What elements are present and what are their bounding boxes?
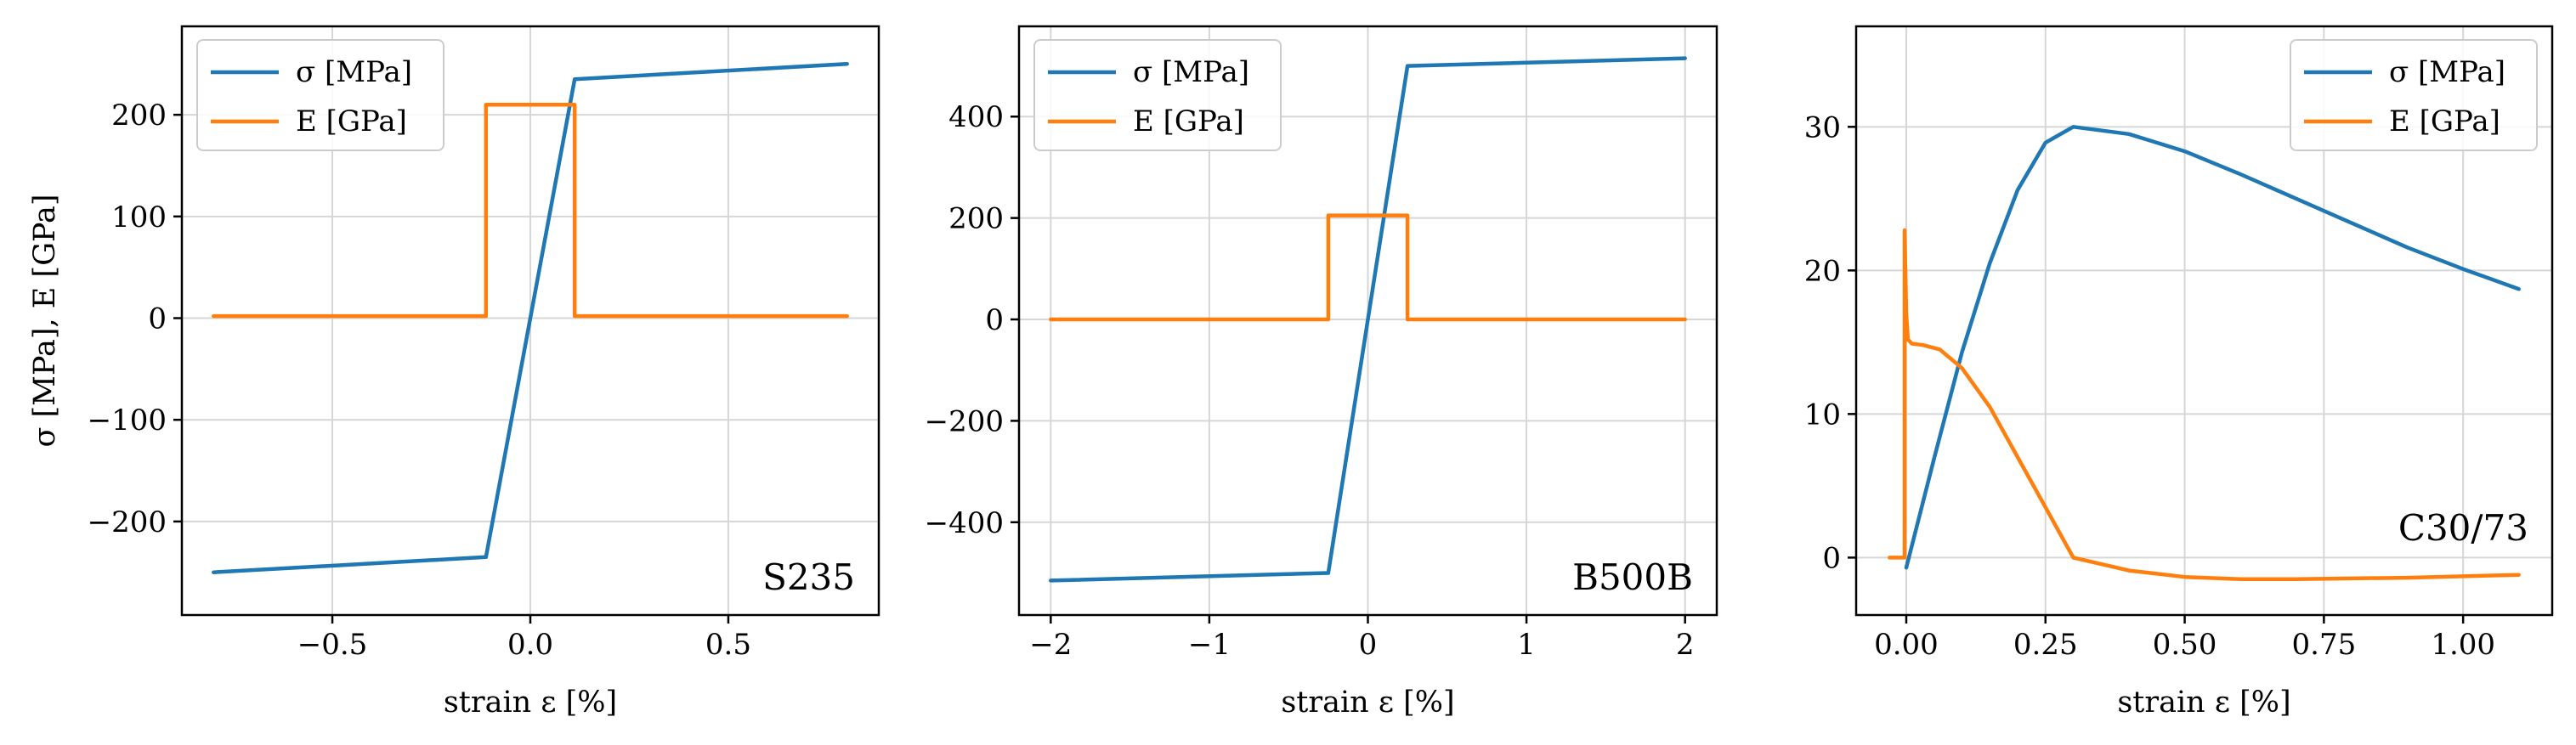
sigma-series-line (1904, 125, 2521, 570)
y-tick-label: −100 (88, 404, 167, 437)
x-axis-label: strain ε [%] (1281, 686, 1454, 720)
E-series-line (1888, 228, 2521, 581)
x-tick-label: 0.5 (705, 628, 751, 662)
legend-label: σ [MPa] (1133, 55, 1249, 89)
plot-frame (1854, 25, 2554, 617)
sigma-series-line (1049, 56, 1687, 583)
material-label: S235 (762, 556, 855, 598)
legend-label: E [GPa] (2389, 104, 2500, 138)
x-tick-label: −0.5 (297, 628, 368, 662)
legend-label: σ [MPa] (296, 55, 412, 89)
sigma-series-line (212, 62, 849, 574)
x-axis-label: strain ε [%] (2117, 686, 2290, 720)
material-label: C30/73 (2398, 507, 2528, 549)
y-tick-label: 200 (948, 202, 1004, 236)
y-tick-label: 10 (1804, 398, 1841, 432)
x-tick-label: 0.75 (2292, 628, 2357, 662)
legend-label: E [GPa] (1133, 104, 1244, 138)
material-label: B500B (1572, 556, 1693, 598)
legend: σ [MPa] E [GPa] (1033, 39, 1282, 151)
y-tick-label: 400 (948, 100, 1004, 134)
y-tick-label: 0 (985, 303, 1004, 337)
y-axis-label: σ [MPa], E [GPa] (28, 194, 62, 447)
y-tick-label: 0 (148, 302, 167, 336)
y-tick-label: 100 (111, 200, 167, 234)
E-series-line (1049, 213, 1687, 322)
x-tick-label: 0.50 (2153, 628, 2217, 662)
x-tick-label: −1 (1188, 628, 1231, 662)
chart-panel-2: −2 −1 0 1 2 −400 −200 0 200 400 strain ε [%] B500B σ… (925, 25, 1718, 720)
y-tick-label: −400 (925, 506, 1004, 540)
y-tick-label: 0 (1822, 541, 1841, 575)
x-tick-label: 0.0 (507, 628, 553, 662)
chart-panel-3: 0.00 0.25 0.50 0.75 1.00 0 10 20 30 strain ε [%] C… (1804, 25, 2554, 720)
x-axis-label: strain ε [%] (444, 686, 617, 720)
y-tick-label: −200 (925, 404, 1004, 438)
legend-label: σ [MPa] (2389, 55, 2505, 89)
y-tick-label: 20 (1804, 254, 1841, 288)
legend: σ [MPa] E [GPa] (196, 39, 444, 151)
E-series-line (212, 102, 849, 319)
x-tick-label: 0.00 (1874, 628, 1939, 662)
x-tick-label: 1 (1517, 628, 1536, 662)
y-tick-label: 200 (111, 99, 167, 133)
chart-panel-1: −0.5 0.0 0.5 −200 −100 0 100 200 strain ε [%] σ [… (28, 25, 880, 720)
x-tick-label: 0 (1359, 628, 1378, 662)
y-tick-label: −200 (88, 505, 167, 539)
x-tick-label: 0.25 (2013, 628, 2078, 662)
y-tick-label: 30 (1804, 110, 1841, 144)
x-tick-label: 2 (1676, 628, 1695, 662)
legend: σ [MPa] E [GPa] (2290, 39, 2538, 151)
x-tick-label: −2 (1029, 628, 1072, 662)
legend-label: E [GPa] (296, 104, 407, 138)
x-tick-label: 1.00 (2431, 628, 2495, 662)
